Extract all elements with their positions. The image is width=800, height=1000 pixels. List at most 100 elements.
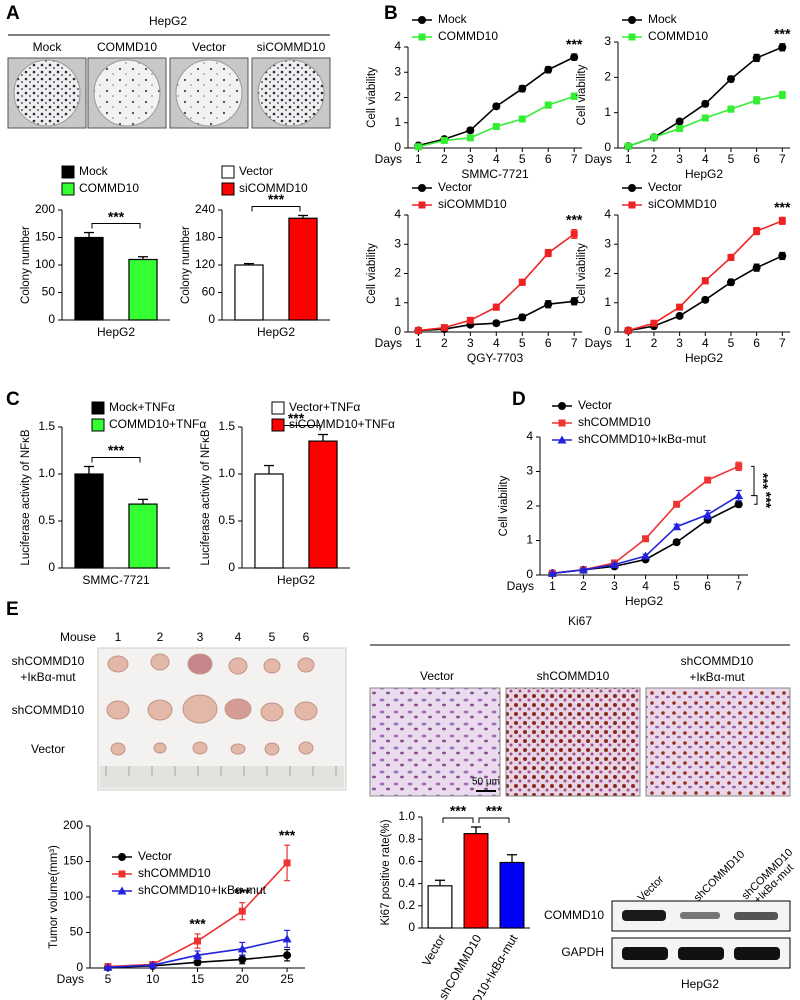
legend-label: shCOMMD10+IκBα-mut [578,432,707,446]
x-tick-label: 7 [735,579,742,593]
y-tick-label: 4 [526,429,533,443]
y-axis-title: Cell viability [366,67,378,128]
bar [288,217,318,321]
y-tick-label: 240 [195,202,215,216]
marker [492,123,500,131]
legend-label: Vector [578,398,612,412]
y-tick-label: 0.5 [218,513,235,527]
marker [673,500,681,508]
x-tick-label: 10 [146,972,160,986]
legend-label: Vector [648,180,682,194]
marker [675,311,684,320]
y-tick-label: 150 [35,230,55,244]
y-tick-label: 0.5 [38,513,55,527]
annotation: *** [268,191,285,207]
marker [466,316,474,324]
panel-label: A [6,3,20,24]
legend-label: siCOMMD10 [239,181,308,195]
annotation: *** [755,473,771,490]
y-tick-label: 1 [526,533,533,547]
marker [518,115,526,123]
bar [308,440,338,569]
marker [518,278,526,286]
legend-marker [418,33,426,41]
mouse-number: 2 [157,630,164,644]
marker [642,535,650,543]
significance-bracket [251,206,301,212]
annotation: *** [566,36,583,52]
bar [427,885,453,929]
y-tick-label: 2 [394,266,401,280]
marker [282,934,292,943]
x-tick-label: 7 [779,336,786,350]
row-label: Vector [31,742,65,756]
marker [676,125,684,133]
mouse-number: 1 [115,630,122,644]
colony-title: HepG2 [149,14,187,28]
legend-marker [118,853,126,861]
x-tick-label: 4 [642,579,649,593]
legend-label: siCOMMD10 [438,197,507,211]
x-tick-label: 4 [702,336,709,350]
ihc-label: +IκBα-mut [689,670,745,684]
x-tick-label: 4 [493,336,500,350]
x-tick-label: 7 [571,336,578,350]
x-tick-label: 5 [728,336,735,350]
marker [570,297,579,306]
x-tick-label: 3 [676,152,683,166]
x-tick-label: 6 [704,579,711,593]
legend-label: Vector [239,164,273,178]
protein-label: COMMD10 [544,908,604,922]
marker [466,126,475,135]
x-axis-label: Days [375,336,402,350]
x-axis-title: SMMC-7721 [461,167,529,181]
x-tick-label: 4 [493,152,500,166]
marker [726,278,735,287]
y-tick-label: 200 [63,818,83,832]
x-tick-label: 1 [415,152,422,166]
y-axis-title: Colony number [180,226,192,304]
marker [726,75,735,84]
legend-swatch [91,401,105,415]
y-tick-label: 100 [63,889,83,903]
marker [492,102,501,111]
y-axis-title: Tumor volume(mm³) [48,845,60,949]
y-tick-label: 3 [394,64,401,78]
annotation: *** [189,916,206,932]
legend-marker [628,16,636,24]
marker [492,319,501,328]
y-tick-label: 0 [604,140,611,154]
y-axis-title: Cell viability [576,64,588,125]
x-tick-label: 7 [571,152,578,166]
y-tick-label: 4 [604,207,611,221]
y-tick-label: 4 [394,207,401,221]
legend-marker [117,886,127,895]
x-tick-label: 1 [415,336,422,350]
panel-label: C [6,389,20,410]
blot-image [611,900,791,969]
x-tick-label: 5 [519,152,526,166]
annotation: *** [108,208,125,224]
marker [544,300,553,309]
legend-label: COMMD10+TNFα [109,417,206,431]
y-tick-label: 100 [35,257,55,271]
x-tick-label: 6 [753,336,760,350]
marker [440,136,448,144]
scale-bar-label: 50 μm [472,777,500,788]
legend-swatch [271,418,285,432]
marker [570,92,578,100]
legend-swatch [61,165,75,179]
y-tick-label: 0 [394,324,401,338]
marker [193,958,202,967]
y-tick-label: 0 [526,567,533,581]
y-tick-label: 0.8 [398,831,415,845]
y-tick-label: 2 [604,70,611,84]
marker [727,253,735,261]
ihc-label: Vector [420,669,454,683]
y-axis-title: Cell viability [366,243,378,304]
dish-label: Vector [192,40,226,54]
marker [578,565,588,574]
y-tick-label: 180 [195,230,215,244]
legend-label: shCOMMD10 [578,415,651,429]
